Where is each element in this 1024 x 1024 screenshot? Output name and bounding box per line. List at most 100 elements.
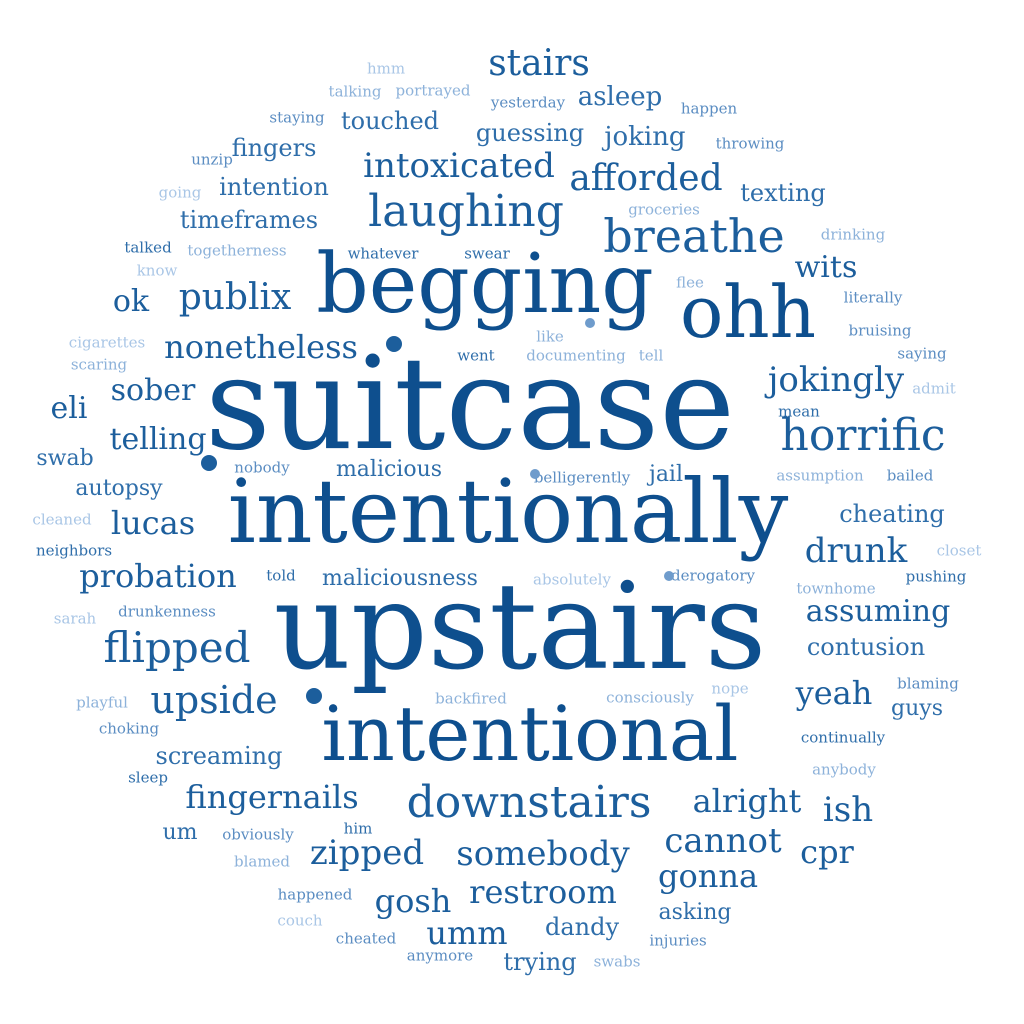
word-sober: sober bbox=[110, 373, 196, 408]
word-admit: admit bbox=[912, 379, 956, 398]
word-like: like bbox=[536, 327, 564, 346]
word-um: um bbox=[162, 820, 198, 845]
word-cannot: cannot bbox=[664, 821, 782, 861]
word-ohh: ohh bbox=[679, 270, 817, 354]
word-drunkenness: drunkenness bbox=[118, 602, 216, 621]
word-whatever: whatever bbox=[347, 244, 419, 263]
word-asleep: asleep bbox=[577, 82, 663, 112]
word-literally: literally bbox=[843, 288, 903, 307]
word-yesterday: yesterday bbox=[490, 93, 566, 112]
word-choking: choking bbox=[98, 719, 160, 738]
word-autopsy: autopsy bbox=[75, 476, 163, 501]
word-lucas: lucas bbox=[110, 504, 196, 542]
word-fingers: fingers bbox=[231, 134, 317, 162]
word-yeah: yeah bbox=[795, 674, 873, 712]
word-swab: swab bbox=[36, 446, 94, 471]
word-consciously: consciously bbox=[606, 688, 694, 707]
word-fingernails: fingernails bbox=[185, 778, 359, 816]
word-gosh: gosh bbox=[374, 882, 452, 920]
word-togetherness: togetherness bbox=[187, 241, 287, 260]
dot-mark bbox=[201, 455, 217, 471]
word-tell: tell bbox=[638, 346, 664, 365]
word-happened: happened bbox=[277, 885, 353, 904]
word-horrific: horrific bbox=[780, 410, 946, 461]
word-wits: wits bbox=[794, 250, 858, 285]
word-cleaned: cleaned bbox=[32, 510, 92, 529]
word-bailed: bailed bbox=[886, 466, 934, 485]
word-telling: telling bbox=[109, 422, 207, 457]
word-intention: intention bbox=[219, 173, 329, 201]
word-somebody: somebody bbox=[456, 834, 630, 874]
dot-mark bbox=[306, 688, 322, 704]
word-blamed: blamed bbox=[233, 852, 291, 871]
word-begging: begging bbox=[316, 237, 654, 332]
word-unzip: unzip bbox=[191, 150, 233, 169]
word-drunk: drunk bbox=[804, 531, 908, 571]
word-belligerently: belligerently bbox=[533, 468, 631, 487]
word-screaming: screaming bbox=[155, 742, 283, 770]
word-umm: umm bbox=[426, 914, 508, 952]
word-drinking: drinking bbox=[820, 225, 886, 244]
word-suitcase: suitcase bbox=[205, 330, 735, 479]
word-zipped: zipped bbox=[309, 833, 425, 873]
word-flee: flee bbox=[676, 273, 704, 292]
word-mean: mean bbox=[778, 402, 820, 421]
word-talked: talked bbox=[124, 238, 172, 257]
word-asking: asking bbox=[658, 900, 732, 925]
word-nonetheless: nonetheless bbox=[164, 328, 358, 366]
word-eli: eli bbox=[50, 391, 88, 426]
word-touched: touched bbox=[340, 107, 440, 135]
word-sarah: sarah bbox=[53, 609, 97, 628]
word-assuming: assuming bbox=[805, 594, 951, 629]
word-timeframes: timeframes bbox=[179, 206, 319, 234]
word-couch: couch bbox=[277, 911, 323, 930]
word-went: went bbox=[457, 346, 495, 365]
word-guys: guys bbox=[891, 696, 943, 721]
word-swabs: swabs bbox=[593, 952, 641, 971]
word-intoxicated: intoxicated bbox=[363, 146, 555, 186]
word-cpr: cpr bbox=[800, 833, 854, 871]
word-afforded: afforded bbox=[569, 158, 723, 199]
word-blaming: blaming bbox=[897, 674, 959, 693]
word-talking: talking bbox=[328, 82, 382, 101]
word-assumption: assumption bbox=[776, 466, 864, 485]
word-flipped: flipped bbox=[103, 623, 251, 672]
word-sleep: sleep bbox=[128, 768, 168, 787]
word-closet: closet bbox=[936, 541, 982, 560]
word-injuries: injuries bbox=[649, 931, 707, 950]
word-guessing: guessing bbox=[475, 119, 585, 147]
word-continually: continually bbox=[800, 728, 886, 747]
word-throwing: throwing bbox=[715, 134, 785, 153]
word-trying: trying bbox=[503, 948, 577, 976]
word-texting: texting bbox=[740, 179, 826, 207]
word-gonna: gonna bbox=[657, 857, 759, 895]
word-ish: ish bbox=[822, 790, 874, 830]
word-upstairs: upstairs bbox=[273, 558, 767, 697]
word-him: him bbox=[343, 819, 373, 838]
word-stairs: stairs bbox=[488, 43, 590, 84]
word-hmm: hmm bbox=[366, 59, 406, 78]
word-anymore: anymore bbox=[406, 946, 474, 965]
word-jail: jail bbox=[648, 462, 684, 487]
dot-mark bbox=[386, 336, 402, 352]
dot-mark bbox=[585, 318, 595, 328]
word-going: going bbox=[158, 183, 202, 202]
word-neighbors: neighbors bbox=[35, 541, 113, 560]
word-swear: swear bbox=[464, 244, 510, 263]
word-joking: joking bbox=[604, 122, 686, 152]
word-absolutely: absolutely bbox=[533, 570, 611, 589]
word-bruising: bruising bbox=[848, 321, 912, 340]
word-dandy: dandy bbox=[544, 913, 620, 941]
word-nobody: nobody bbox=[234, 458, 290, 477]
word-intentional: intentional bbox=[321, 689, 739, 778]
word-upside: upside bbox=[150, 678, 278, 722]
word-pushing: pushing bbox=[905, 567, 967, 586]
word-told: told bbox=[266, 566, 296, 585]
word-backfired: backfired bbox=[435, 689, 507, 708]
word-staying: staying bbox=[269, 108, 325, 127]
word-downstairs: downstairs bbox=[406, 777, 652, 828]
word-jokingly: jokingly bbox=[767, 360, 905, 400]
word-probation: probation bbox=[79, 557, 237, 595]
dot-mark bbox=[530, 469, 540, 479]
